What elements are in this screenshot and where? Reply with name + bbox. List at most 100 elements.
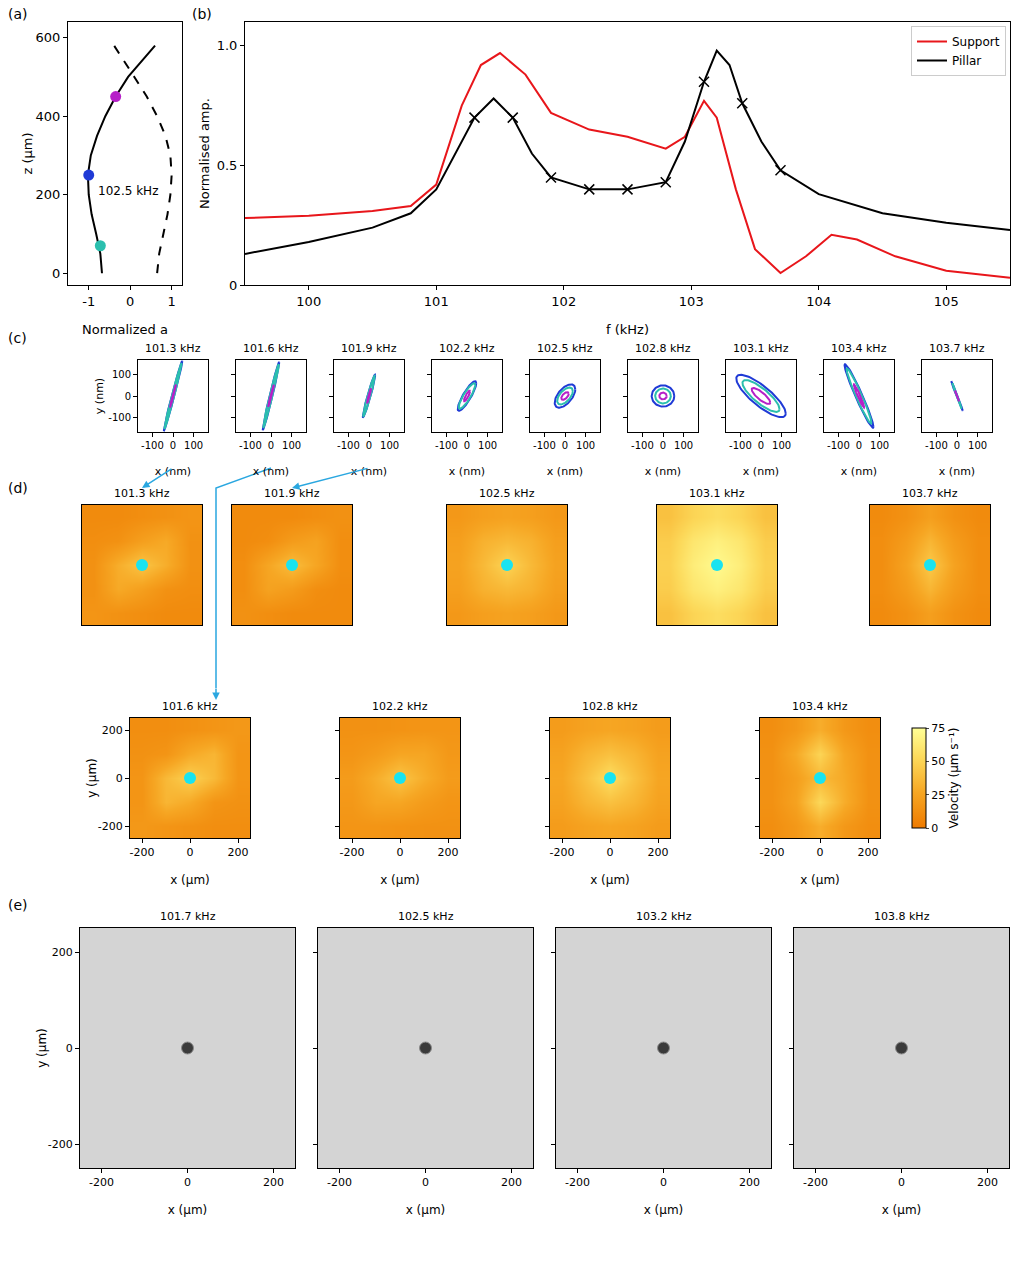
svg-text:200: 200 xyxy=(501,1176,522,1189)
svg-text:103: 103 xyxy=(679,294,704,309)
svg-text:25: 25 xyxy=(931,789,945,802)
svg-text:Support: Support xyxy=(952,35,1000,49)
svg-text:103.4 kHz: 103.4 kHz xyxy=(792,700,848,713)
svg-text:Normalized a: Normalized a xyxy=(82,322,168,337)
svg-text:102.8 kHz: 102.8 kHz xyxy=(582,700,638,713)
svg-text:0: 0 xyxy=(562,440,568,451)
svg-text:0: 0 xyxy=(660,1176,667,1189)
svg-text:-100: -100 xyxy=(108,412,131,423)
svg-text:y (μm): y (μm) xyxy=(85,758,99,798)
svg-text:x (μm): x (μm) xyxy=(644,1203,684,1217)
svg-text:100: 100 xyxy=(380,440,399,451)
svg-text:x (μm): x (μm) xyxy=(168,1203,208,1217)
svg-text:102.5 kHz: 102.5 kHz xyxy=(398,910,454,923)
svg-text:(b): (b) xyxy=(192,6,212,22)
svg-text:103.8 kHz: 103.8 kHz xyxy=(874,910,930,923)
svg-text:100: 100 xyxy=(478,440,497,451)
svg-text:0: 0 xyxy=(898,1176,905,1189)
svg-text:0: 0 xyxy=(366,440,372,451)
svg-text:1.0: 1.0 xyxy=(217,38,238,53)
svg-text:-1: -1 xyxy=(82,294,95,309)
svg-text:101.3 kHz: 101.3 kHz xyxy=(145,342,201,355)
svg-text:100: 100 xyxy=(968,440,987,451)
svg-text:x (nm): x (nm) xyxy=(449,465,485,478)
svg-text:0: 0 xyxy=(184,1176,191,1189)
svg-text:-100: -100 xyxy=(141,440,164,451)
svg-text:102.5 kHz: 102.5 kHz xyxy=(479,487,535,500)
svg-text:-100: -100 xyxy=(533,440,556,451)
svg-text:y (nm): y (nm) xyxy=(93,378,106,414)
svg-text:200: 200 xyxy=(263,1176,284,1189)
svg-text:200: 200 xyxy=(739,1176,760,1189)
svg-text:600: 600 xyxy=(36,30,61,45)
svg-text:x (μm): x (μm) xyxy=(406,1203,446,1217)
svg-text:Velocity (μm s⁻¹): Velocity (μm s⁻¹) xyxy=(947,728,961,829)
svg-text:-200: -200 xyxy=(803,1176,828,1189)
svg-text:100: 100 xyxy=(296,294,321,309)
svg-text:103.4 kHz: 103.4 kHz xyxy=(831,342,887,355)
svg-text:100: 100 xyxy=(772,440,791,451)
svg-text:Pillar: Pillar xyxy=(952,54,981,68)
svg-text:200: 200 xyxy=(858,846,879,859)
svg-text:101.6 kHz: 101.6 kHz xyxy=(243,342,299,355)
svg-text:x (μm): x (μm) xyxy=(590,873,630,887)
svg-text:y (μm): y (μm) xyxy=(35,1028,49,1068)
svg-text:0: 0 xyxy=(66,1042,73,1055)
svg-text:101.9 kHz: 101.9 kHz xyxy=(341,342,397,355)
svg-text:101.3 kHz: 101.3 kHz xyxy=(114,487,170,500)
svg-text:50: 50 xyxy=(931,755,945,768)
svg-text:0: 0 xyxy=(464,440,470,451)
svg-text:-200: -200 xyxy=(550,846,575,859)
svg-text:x (nm): x (nm) xyxy=(841,465,877,478)
svg-text:x (μm): x (μm) xyxy=(170,873,210,887)
svg-text:101.6 kHz: 101.6 kHz xyxy=(162,700,218,713)
svg-text:0: 0 xyxy=(229,278,237,293)
svg-text:0: 0 xyxy=(856,440,862,451)
svg-text:0: 0 xyxy=(125,391,131,402)
svg-text:Normalised amp.: Normalised amp. xyxy=(197,98,212,209)
svg-text:(a): (a) xyxy=(8,6,28,22)
svg-text:103.1 kHz: 103.1 kHz xyxy=(689,487,745,500)
svg-text:100: 100 xyxy=(870,440,889,451)
svg-text:0: 0 xyxy=(758,440,764,451)
svg-text:f (kHz): f (kHz) xyxy=(606,322,649,337)
svg-text:x (nm): x (nm) xyxy=(547,465,583,478)
svg-text:400: 400 xyxy=(36,109,61,124)
svg-text:-200: -200 xyxy=(340,846,365,859)
svg-text:101.9 kHz: 101.9 kHz xyxy=(264,487,320,500)
svg-text:0: 0 xyxy=(116,772,123,785)
svg-text:103.7 kHz: 103.7 kHz xyxy=(902,487,958,500)
svg-text:0: 0 xyxy=(268,440,274,451)
svg-text:-100: -100 xyxy=(631,440,654,451)
svg-text:0: 0 xyxy=(126,294,134,309)
svg-text:-200: -200 xyxy=(327,1176,352,1189)
svg-text:200: 200 xyxy=(438,846,459,859)
svg-text:103.7 kHz: 103.7 kHz xyxy=(929,342,985,355)
svg-text:x (μm): x (μm) xyxy=(800,873,840,887)
svg-text:x (nm): x (nm) xyxy=(645,465,681,478)
svg-text:0.5: 0.5 xyxy=(217,158,238,173)
svg-text:0: 0 xyxy=(931,822,938,835)
svg-text:100: 100 xyxy=(576,440,595,451)
svg-text:(e): (e) xyxy=(8,897,28,913)
svg-text:x (nm): x (nm) xyxy=(939,465,975,478)
svg-text:-100: -100 xyxy=(239,440,262,451)
svg-text:x (μm): x (μm) xyxy=(882,1203,922,1217)
svg-text:200: 200 xyxy=(36,187,61,202)
svg-text:-100: -100 xyxy=(827,440,850,451)
svg-text:102.2 kHz: 102.2 kHz xyxy=(372,700,428,713)
svg-text:x (nm): x (nm) xyxy=(253,465,289,478)
svg-text:0: 0 xyxy=(607,846,614,859)
svg-text:-200: -200 xyxy=(89,1176,114,1189)
svg-text:x (nm): x (nm) xyxy=(743,465,779,478)
svg-text:200: 200 xyxy=(648,846,669,859)
svg-text:-100: -100 xyxy=(435,440,458,451)
svg-text:-200: -200 xyxy=(565,1176,590,1189)
svg-text:102.5 kHz: 102.5 kHz xyxy=(537,342,593,355)
svg-text:(c): (c) xyxy=(8,330,27,346)
svg-text:-200: -200 xyxy=(760,846,785,859)
svg-text:104: 104 xyxy=(806,294,831,309)
svg-text:0: 0 xyxy=(170,440,176,451)
svg-text:0: 0 xyxy=(954,440,960,451)
svg-text:1: 1 xyxy=(167,294,175,309)
